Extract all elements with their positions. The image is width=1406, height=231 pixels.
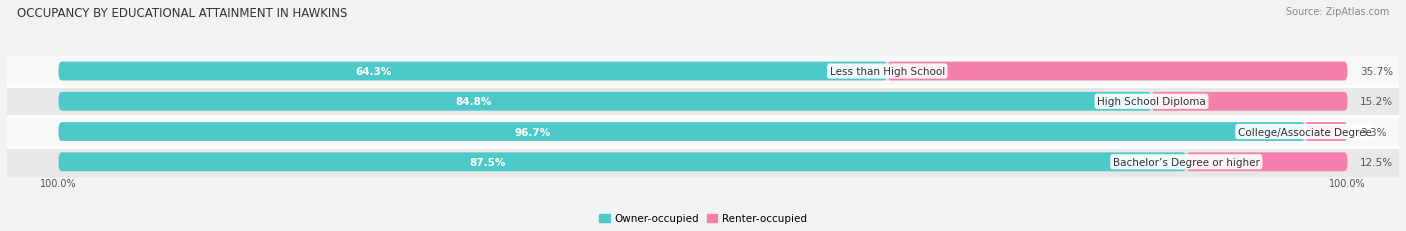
FancyBboxPatch shape	[59, 62, 887, 81]
Text: 87.5%: 87.5%	[470, 157, 505, 167]
FancyBboxPatch shape	[59, 153, 1347, 171]
Legend: Owner-occupied, Renter-occupied: Owner-occupied, Renter-occupied	[595, 210, 811, 228]
FancyBboxPatch shape	[59, 123, 1347, 141]
Text: 96.7%: 96.7%	[515, 127, 550, 137]
FancyBboxPatch shape	[59, 92, 1347, 111]
Bar	[7, 147, 1399, 177]
Text: 100.0%: 100.0%	[41, 178, 77, 188]
Bar	[7, 117, 1399, 147]
Text: 12.5%: 12.5%	[1361, 157, 1393, 167]
Text: 100.0%: 100.0%	[1329, 178, 1365, 188]
FancyBboxPatch shape	[59, 153, 1187, 171]
Text: Less than High School: Less than High School	[830, 67, 945, 77]
Text: Bachelor’s Degree or higher: Bachelor’s Degree or higher	[1114, 157, 1260, 167]
FancyBboxPatch shape	[1152, 92, 1347, 111]
Bar	[7, 57, 1399, 87]
FancyBboxPatch shape	[59, 123, 1305, 141]
Text: 3.3%: 3.3%	[1361, 127, 1386, 137]
Text: High School Diploma: High School Diploma	[1097, 97, 1206, 107]
Bar	[7, 87, 1399, 117]
FancyBboxPatch shape	[59, 92, 1152, 111]
FancyBboxPatch shape	[887, 62, 1347, 81]
FancyBboxPatch shape	[1187, 153, 1347, 171]
Text: 15.2%: 15.2%	[1361, 97, 1393, 107]
Text: Source: ZipAtlas.com: Source: ZipAtlas.com	[1285, 7, 1389, 17]
Text: OCCUPANCY BY EDUCATIONAL ATTAINMENT IN HAWKINS: OCCUPANCY BY EDUCATIONAL ATTAINMENT IN H…	[17, 7, 347, 20]
FancyBboxPatch shape	[1305, 123, 1347, 141]
Text: College/Associate Degree: College/Associate Degree	[1237, 127, 1372, 137]
Text: 35.7%: 35.7%	[1361, 67, 1393, 77]
FancyBboxPatch shape	[59, 62, 1347, 81]
Text: 84.8%: 84.8%	[456, 97, 492, 107]
Text: 64.3%: 64.3%	[356, 67, 392, 77]
